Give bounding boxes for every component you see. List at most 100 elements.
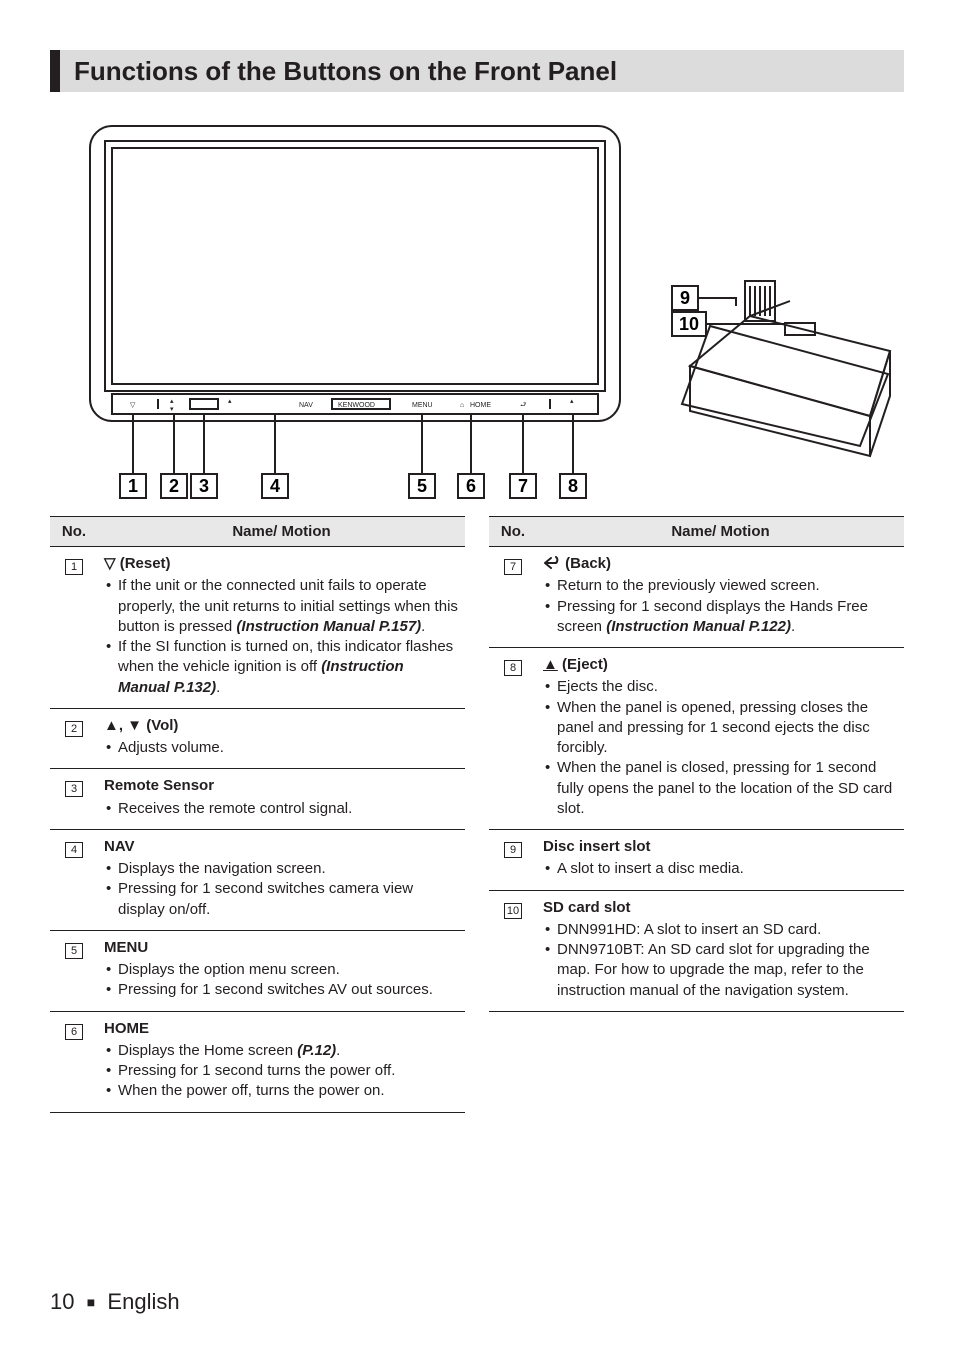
row-number: 8 (489, 648, 537, 830)
bullet-item: A slot to insert a disc media. (543, 859, 898, 879)
row-content: NAVDisplays the navigation screen.Pressi… (98, 829, 465, 930)
table-row: 6HOMEDisplays the Home screen (P.12).Pre… (50, 1011, 465, 1112)
head-unit-open (682, 281, 890, 456)
row-title: ▽ (Reset) (104, 554, 459, 574)
row-bullets: Receives the remote control signal. (104, 799, 459, 819)
row-bullets: Displays the option menu screen.Pressing… (104, 960, 459, 1001)
row-content: (Back)Return to the previously viewed sc… (537, 547, 904, 648)
callout-3: 3 (191, 474, 217, 498)
bullet-item: When the power off, turns the power on. (104, 1081, 459, 1101)
row-content: ▲, ▼ (Vol)Adjusts volume. (98, 708, 465, 769)
callout-8: 8 (560, 474, 586, 498)
head-unit-front: ▽ ▴ ▾ ▴ NAV KENWOOD MENU ⌂ HOME ⮐ ▴ (90, 126, 620, 421)
row-bullets: Displays the Home screen (P.12).Pressing… (104, 1041, 459, 1102)
svg-text:5: 5 (417, 476, 427, 496)
row-bullets: Ejects the disc.When the panel is opened… (543, 677, 898, 819)
svg-text:⮐: ⮐ (520, 402, 526, 409)
row-number: 2 (50, 708, 98, 769)
svg-text:6: 6 (466, 476, 476, 496)
svg-text:1: 1 (128, 476, 138, 496)
front-panel-diagram: ▽ ▴ ▾ ▴ NAV KENWOOD MENU ⌂ HOME ⮐ ▴ (50, 116, 904, 506)
row-number: 5 (50, 930, 98, 1011)
svg-text:9: 9 (680, 288, 690, 308)
bullet-item: Pressing for 1 second switches AV out so… (104, 980, 459, 1000)
title-accent (50, 50, 60, 92)
svg-text:3: 3 (199, 476, 209, 496)
bullet-item: Adjusts volume. (104, 738, 459, 758)
svg-text:2: 2 (169, 476, 179, 496)
svg-text:8: 8 (568, 476, 578, 496)
bullet-item: If the unit or the connected unit fails … (104, 576, 459, 637)
bullet-item: Return to the previously viewed screen. (543, 576, 898, 596)
row-title: ▲, ▼ (Vol) (104, 716, 459, 736)
footer-square-icon: ■ (87, 1294, 95, 1310)
callout-5: 5 (409, 474, 435, 498)
bullet-item: Ejects the disc. (543, 677, 898, 697)
svg-text:▴: ▴ (570, 398, 574, 405)
table-row: 7 (Back)Return to the previously viewed … (489, 547, 904, 648)
bullet-item: Displays the navigation screen. (104, 859, 459, 879)
table-row: 3Remote SensorReceives the remote contro… (50, 769, 465, 830)
bullet-item: Displays the Home screen (P.12). (104, 1041, 459, 1061)
bullet-item: When the panel is closed, pressing for 1… (543, 758, 898, 819)
bullet-item: If the SI function is turned on, this in… (104, 637, 459, 698)
bullet-item: Receives the remote control signal. (104, 799, 459, 819)
bullet-item: Displays the option menu screen. (104, 960, 459, 980)
row-title: Disc insert slot (543, 837, 898, 857)
callout-6: 6 (458, 474, 484, 498)
svg-text:▴: ▴ (228, 398, 232, 405)
bullet-item: Pressing for 1 second displays the Hands… (543, 597, 898, 638)
svg-text:▴: ▴ (170, 398, 174, 405)
svg-text:MENU: MENU (412, 402, 433, 409)
svg-text:7: 7 (518, 476, 528, 496)
row-title: ▲ (Eject) (543, 655, 898, 675)
table-row: 5MENUDisplays the option menu screen.Pre… (50, 930, 465, 1011)
table-row: 9Disc insert slotA slot to insert a disc… (489, 830, 904, 891)
row-content: ▲ (Eject)Ejects the disc.When the panel … (537, 648, 904, 830)
table-row: 1 ▽ (Reset)If the unit or the connected u… (50, 547, 465, 709)
row-bullets: Return to the previously viewed screen.P… (543, 576, 898, 637)
row-number: 6 (50, 1011, 98, 1112)
col-no: No. (489, 517, 537, 547)
row-title: Remote Sensor (104, 776, 459, 796)
svg-text:▾: ▾ (170, 406, 174, 413)
footer-language: English (107, 1289, 179, 1314)
left-table: No. Name/ Motion 1▽ (Reset)If the unit o… (50, 516, 465, 1113)
table-row: 2▲, ▼ (Vol)Adjusts volume. (50, 708, 465, 769)
row-bullets: Displays the navigation screen.Pressing … (104, 859, 459, 920)
table-row: 8▲ (Eject)Ejects the disc.When the panel… (489, 648, 904, 830)
row-number: 9 (489, 830, 537, 891)
bullet-item: DNN991HD: A slot to insert an SD card. (543, 920, 898, 940)
callout-1: 1 (120, 474, 146, 498)
row-content: MENUDisplays the option menu screen.Pres… (98, 930, 465, 1011)
svg-text:HOME: HOME (470, 402, 491, 409)
bullet-item: Pressing for 1 second switches camera vi… (104, 879, 459, 920)
svg-text:10: 10 (679, 314, 699, 334)
row-content: Disc insert slotA slot to insert a disc … (537, 830, 904, 891)
row-title: NAV (104, 837, 459, 857)
bullet-item: DNN9710BT: An SD card slot for upgrading… (543, 940, 898, 1001)
row-content: Remote Sensor Receives the remote control… (98, 769, 465, 830)
svg-text:4: 4 (270, 476, 280, 496)
row-bullets: DNN991HD: A slot to insert an SD card.DN… (543, 920, 898, 1001)
svg-text:KENWOOD: KENWOOD (338, 402, 375, 409)
callout-9: 9 (672, 286, 698, 310)
bullet-item: When the panel is opened, pressing close… (543, 698, 898, 759)
row-content: SD card slotDNN991HD: A slot to insert a… (537, 890, 904, 1011)
page-footer: 10 ■ English (50, 1289, 180, 1315)
tables-wrap: No. Name/ Motion 1 ▽ (Reset)If the unit o… (50, 516, 904, 1113)
right-table: No. Name/ Motion 7 (Back)Return to the p… (489, 516, 904, 1012)
callout-10: 10 (672, 312, 706, 336)
callout-7: 7 (510, 474, 536, 498)
row-bullets: If the unit or the connected unit fails … (104, 576, 459, 698)
row-title: MENU (104, 938, 459, 958)
callout-4: 4 (262, 474, 288, 498)
table-row: 4NAVDisplays the navigation screen.Press… (50, 829, 465, 930)
row-number: 1 (50, 547, 98, 709)
row-content: HOMEDisplays the Home screen (P.12).Pres… (98, 1011, 465, 1112)
table-row: 10SD card slotDNN991HD: A slot to insert… (489, 890, 904, 1011)
row-number: 10 (489, 890, 537, 1011)
col-name: Name/ Motion (537, 517, 904, 547)
callout-2: 2 (161, 474, 187, 498)
row-number: 7 (489, 547, 537, 648)
